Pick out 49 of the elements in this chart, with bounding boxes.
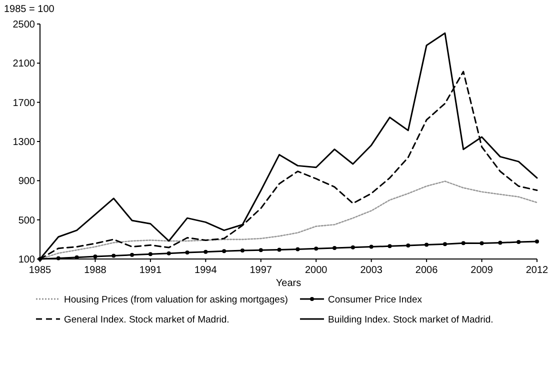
x-tick-label: 1994 [194, 265, 218, 276]
point [516, 240, 521, 244]
point [277, 248, 282, 252]
y-tick-label: 100 [18, 254, 36, 266]
y-axis-title: 1985 = 100 [4, 4, 55, 15]
point [480, 241, 484, 246]
y-tick-label: 1700 [12, 98, 36, 109]
legend-label: Consumer Price Index [328, 294, 422, 306]
point [296, 247, 300, 252]
legend-label: Housing Prices (from valuation for asking mortgages) [64, 294, 288, 306]
x-tick-label: 2000 [304, 265, 328, 276]
y-tick-label: 1300 [12, 137, 36, 148]
x-tick-label: 2006 [415, 265, 438, 276]
point [148, 252, 152, 256]
legend-label: Building Index. Stock market of Madrid. [328, 314, 494, 326]
x-tick-label: 1991 [139, 265, 162, 276]
point [442, 242, 447, 246]
x-axis-title: Years [276, 278, 302, 289]
x-tick-label: 1985 [28, 265, 52, 276]
x-tick-label: 2009 [470, 265, 494, 276]
point [498, 240, 502, 245]
y-tick-label: 2100 [12, 58, 36, 70]
point [166, 251, 171, 256]
point [535, 239, 539, 244]
point [332, 246, 337, 250]
y-tick-label: 500 [18, 215, 36, 226]
point [314, 246, 318, 251]
legend-label: General Index. Stock market of Madrid. [64, 314, 230, 326]
point [388, 244, 392, 248]
x-tick-label: 2012 [526, 265, 549, 276]
point [93, 254, 98, 259]
point [406, 243, 410, 248]
point [185, 250, 190, 255]
point [112, 254, 116, 258]
point [240, 248, 244, 252]
x-tick-label: 1997 [250, 265, 272, 276]
point [258, 248, 263, 252]
point [461, 241, 466, 246]
point [222, 249, 226, 254]
point [350, 245, 355, 250]
x-tick-label: 1988 [84, 265, 107, 276]
x-tick-label: 2003 [360, 265, 383, 276]
point [424, 242, 429, 247]
point [369, 244, 374, 249]
point [204, 250, 208, 254]
point [130, 252, 134, 257]
point [56, 256, 60, 260]
y-tick-label: 900 [18, 176, 36, 188]
y-tick-label: 2500 [12, 20, 36, 30]
